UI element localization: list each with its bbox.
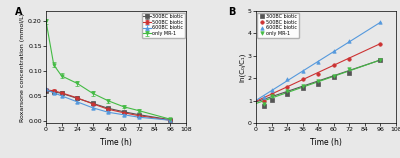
600BC biotic bbox=[378, 21, 383, 23]
600BC biotic bbox=[269, 89, 274, 91]
Line: only MR-1: only MR-1 bbox=[262, 58, 382, 106]
Text: A: A bbox=[15, 7, 23, 17]
300BC biotic bbox=[261, 106, 266, 107]
300BC biotic bbox=[300, 88, 305, 89]
Y-axis label: Roxarsone concentration (mmol/L): Roxarsone concentration (mmol/L) bbox=[20, 13, 25, 122]
500BC biotic bbox=[331, 64, 336, 66]
300BC biotic bbox=[285, 93, 290, 95]
Y-axis label: ln(C₀/C₁): ln(C₀/C₁) bbox=[238, 52, 245, 82]
300BC biotic bbox=[269, 99, 274, 101]
Line: 600BC biotic: 600BC biotic bbox=[262, 21, 382, 99]
Legend: 300BC biotic, 500BC biotic, 600BC biotic, only MR-1: 300BC biotic, 500BC biotic, 600BC biotic… bbox=[142, 12, 184, 38]
500BC biotic bbox=[316, 73, 321, 75]
X-axis label: Time (h): Time (h) bbox=[310, 138, 342, 147]
only MR-1 bbox=[316, 80, 321, 82]
only MR-1 bbox=[331, 75, 336, 77]
Legend: 300BC biotic, 500BC biotic, 600BC biotic, only MR-1: 300BC biotic, 500BC biotic, 600BC biotic… bbox=[258, 12, 299, 38]
Line: 500BC biotic: 500BC biotic bbox=[262, 42, 382, 103]
600BC biotic bbox=[316, 61, 321, 62]
only MR-1 bbox=[347, 68, 352, 70]
600BC biotic bbox=[261, 97, 266, 98]
500BC biotic bbox=[285, 86, 290, 88]
Text: B: B bbox=[228, 7, 235, 17]
600BC biotic bbox=[331, 51, 336, 52]
300BC biotic bbox=[331, 76, 336, 78]
600BC biotic bbox=[285, 79, 290, 80]
only MR-1 bbox=[300, 85, 305, 86]
only MR-1 bbox=[269, 95, 274, 97]
Line: 300BC biotic: 300BC biotic bbox=[262, 58, 382, 108]
500BC biotic bbox=[269, 93, 274, 95]
500BC biotic bbox=[378, 43, 383, 45]
only MR-1 bbox=[378, 59, 383, 61]
600BC biotic bbox=[300, 70, 305, 71]
500BC biotic bbox=[347, 58, 352, 60]
500BC biotic bbox=[261, 100, 266, 102]
500BC biotic bbox=[300, 79, 305, 80]
only MR-1 bbox=[261, 103, 266, 105]
300BC biotic bbox=[316, 83, 321, 85]
only MR-1 bbox=[285, 90, 290, 92]
300BC biotic bbox=[378, 59, 383, 61]
300BC biotic bbox=[347, 73, 352, 74]
X-axis label: Time (h): Time (h) bbox=[100, 138, 132, 147]
600BC biotic bbox=[347, 40, 352, 42]
